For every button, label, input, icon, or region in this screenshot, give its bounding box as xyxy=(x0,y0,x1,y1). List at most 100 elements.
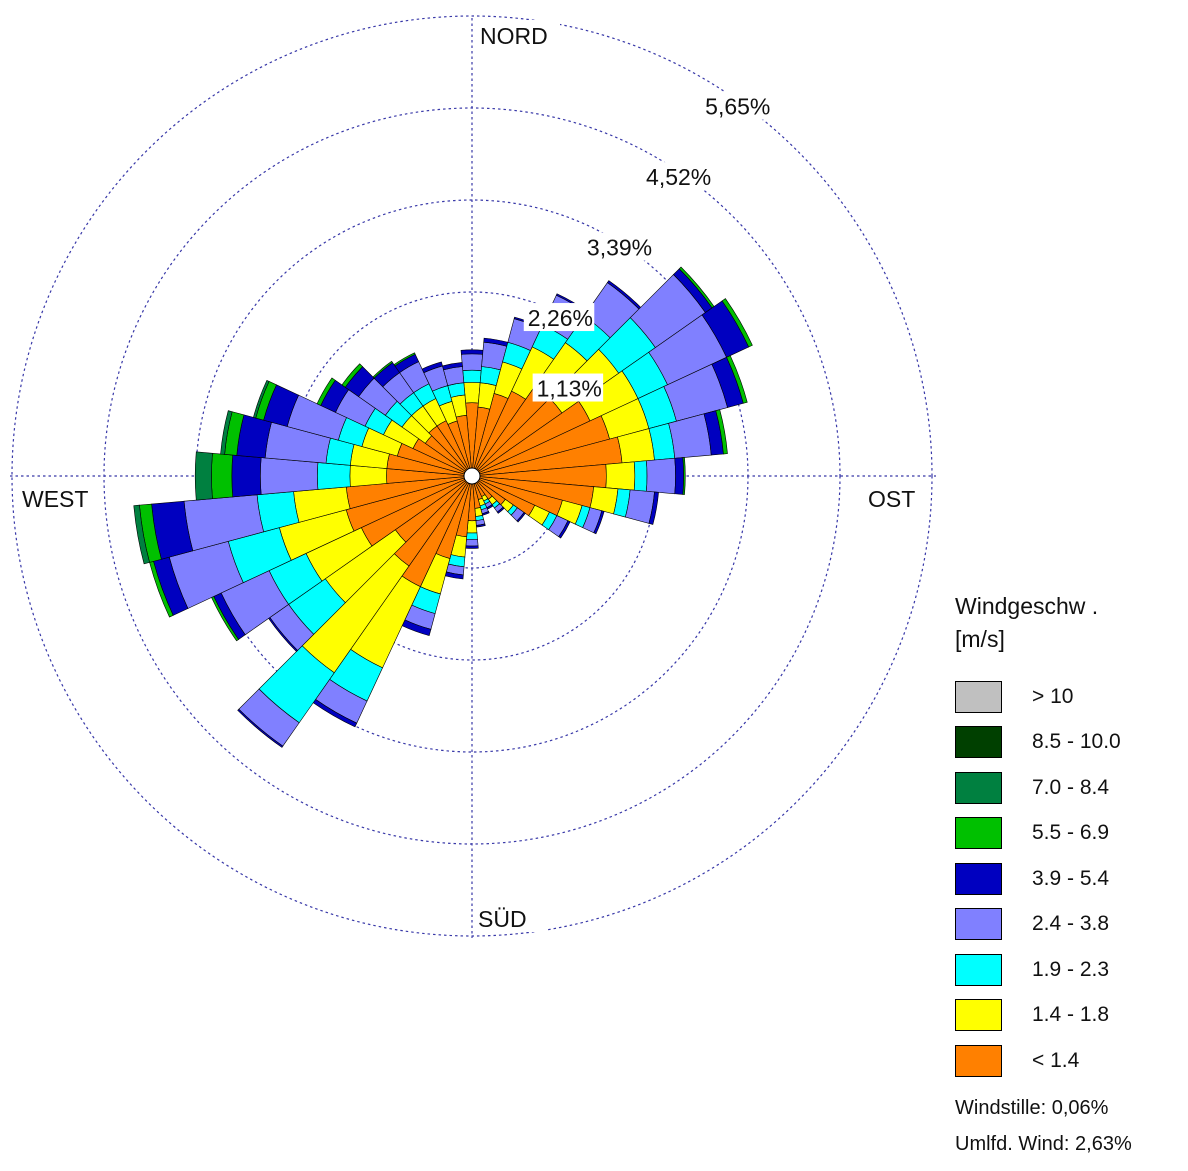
sector-70 xyxy=(478,355,748,475)
sector-segment xyxy=(316,377,336,406)
sector-segment xyxy=(421,361,443,374)
sector-segment xyxy=(633,460,648,492)
sector-300 xyxy=(316,377,466,474)
sector-160 xyxy=(473,482,490,516)
sector-10 xyxy=(472,337,509,469)
calm-note: Windstille: 0,06% xyxy=(955,1096,1109,1119)
sector-segment xyxy=(253,379,270,419)
sector-segment xyxy=(133,504,150,565)
legend-label: 7.0 - 8.4 xyxy=(1032,775,1110,799)
ring-label-bg xyxy=(532,373,604,402)
sector-segment xyxy=(648,491,659,525)
sector-segment xyxy=(721,298,753,348)
legend-label: > 10 xyxy=(1032,684,1074,708)
sector-230 xyxy=(268,480,467,653)
legend-label: 2.4 - 3.8 xyxy=(1032,912,1110,936)
sector-320 xyxy=(372,360,468,471)
sector-180 xyxy=(465,483,479,549)
ring-label-bg xyxy=(642,162,713,191)
ring-label-bg xyxy=(701,91,772,120)
legend: Windgeschw . [m/s] > 10 8.5 - 10.0 7.0 -… xyxy=(955,590,1180,1162)
legend-swatch xyxy=(955,680,1002,713)
sector-segment xyxy=(317,462,351,490)
sector-segment xyxy=(194,451,213,501)
sector-200 xyxy=(401,482,471,637)
sector-250 xyxy=(149,477,466,618)
legend-title: Windgeschw . [m/s] xyxy=(955,590,1180,656)
sector-segment xyxy=(393,352,416,367)
legend-item: 2.4 - 3.8 xyxy=(955,902,1180,948)
legend-swatch xyxy=(955,771,1002,804)
sector-segment xyxy=(516,512,526,523)
variable-wind-note: Umlfd. Wind: 2,63% xyxy=(955,1132,1132,1155)
sector-90 xyxy=(479,457,686,495)
sector-segment xyxy=(372,360,394,379)
sector-segment xyxy=(466,532,478,540)
legend-label: 5.5 - 6.9 xyxy=(1032,821,1110,845)
sector-segment xyxy=(674,457,684,495)
sector-segment xyxy=(461,353,483,371)
sector-segment xyxy=(463,382,481,404)
ring-label: 4,52% xyxy=(646,164,711,190)
ring-circle xyxy=(11,15,933,937)
legend-item: < 1.4 xyxy=(955,1038,1180,1084)
direction-labels: NORD OST SÜD WEST xyxy=(20,20,930,932)
sector-310 xyxy=(341,363,467,472)
north-label: NORD xyxy=(480,23,548,49)
legend-swatch xyxy=(955,953,1002,986)
legend-item: > 10 xyxy=(955,674,1180,720)
south-label: SÜD xyxy=(478,906,527,932)
sector-340 xyxy=(421,361,471,470)
legend-item: 3.9 - 5.4 xyxy=(955,856,1180,902)
sector-segment xyxy=(715,409,728,455)
sector-segment xyxy=(220,410,233,455)
legend-title-line1: Windgeschw . xyxy=(955,593,1099,619)
legend-item: 5.5 - 6.9 xyxy=(955,811,1180,857)
legend-item: 8.5 - 10.0 xyxy=(955,720,1180,766)
sector-segment xyxy=(466,520,478,534)
sector-240 xyxy=(211,478,466,642)
north-label-bg xyxy=(476,20,560,48)
ring-label: 5,65% xyxy=(705,94,770,120)
sectors xyxy=(133,266,753,748)
legend-swatch xyxy=(955,1044,1002,1077)
legend-swatch xyxy=(955,999,1002,1032)
sector-210 xyxy=(312,482,470,728)
east-label: OST xyxy=(868,486,915,512)
sector-segment xyxy=(465,545,479,549)
legend-swatch xyxy=(955,908,1002,941)
sector-segment xyxy=(462,369,482,384)
west-label: WEST xyxy=(22,486,88,512)
sector-segment xyxy=(593,510,605,535)
legend-swatch xyxy=(955,862,1002,895)
sector-100 xyxy=(479,476,659,525)
sector-segment xyxy=(211,452,234,500)
ring-labels: 1,13% 2,26% 3,39% 4,52% 5,65% xyxy=(523,91,772,402)
sector-segment xyxy=(231,454,262,498)
legend-label: 8.5 - 10.0 xyxy=(1032,730,1121,754)
sector-segment xyxy=(442,362,463,371)
sector-130 xyxy=(477,480,526,523)
legend-label: < 1.4 xyxy=(1032,1048,1080,1072)
sector-segment xyxy=(726,355,748,404)
ring-label: 1,13% xyxy=(537,376,602,402)
legend-swatch xyxy=(955,817,1002,850)
sector-220 xyxy=(237,481,468,748)
west-label-bg xyxy=(20,484,102,512)
sector-290 xyxy=(253,379,466,475)
sector-segment xyxy=(682,457,686,495)
sector-segment xyxy=(605,461,636,491)
legend-item: 7.0 - 8.4 xyxy=(955,765,1180,811)
legend-label: 1.4 - 1.8 xyxy=(1032,1003,1110,1027)
sector-170 xyxy=(472,483,486,528)
sector-segment xyxy=(646,457,676,495)
sector-segment xyxy=(349,465,388,487)
sector-segment xyxy=(260,457,319,495)
sector-110 xyxy=(478,477,605,535)
wind-rose-chart: 1,13% 2,26% 3,39% 4,52% 5,65% NORD OST SÜD W… xyxy=(10,15,936,938)
sector-segment xyxy=(496,506,505,514)
sector-segment xyxy=(460,349,484,355)
legend-item: 1.9 - 2.3 xyxy=(955,947,1180,993)
south-label-bg xyxy=(476,904,546,932)
ring-label-bg xyxy=(523,303,595,332)
